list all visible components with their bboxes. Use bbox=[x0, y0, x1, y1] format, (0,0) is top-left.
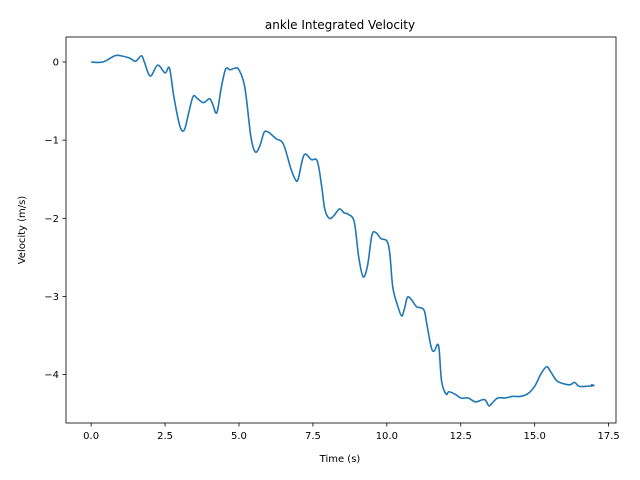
y-tick-label: −3 bbox=[44, 292, 59, 303]
y-tick-label: 0 bbox=[53, 58, 59, 69]
x-axis: 0.0 2.5 5.0 7.5 10.0 12.5 15.0 17.5 bbox=[83, 423, 620, 442]
x-tick-label: 0.0 bbox=[83, 431, 99, 442]
x-tick-label: 7.5 bbox=[305, 431, 321, 442]
x-tick-label: 5.0 bbox=[231, 431, 247, 442]
y-tick-label: −4 bbox=[44, 370, 59, 381]
y-axis: 0 −1 −2 −3 −4 bbox=[44, 58, 66, 381]
x-axis-label: Time (s) bbox=[319, 454, 361, 465]
x-tick-label: 12.5 bbox=[450, 431, 472, 442]
x-tick-label: 2.5 bbox=[157, 431, 173, 442]
x-tick-label: 15.0 bbox=[524, 431, 546, 442]
y-tick-label: −1 bbox=[44, 136, 59, 147]
y-axis-label: Velocity (m/s) bbox=[17, 196, 28, 265]
y-tick-label: −2 bbox=[44, 214, 59, 225]
velocity-series-line bbox=[91, 54, 595, 407]
x-tick-label: 10.0 bbox=[376, 431, 398, 442]
axes-frame bbox=[65, 36, 617, 424]
chart-title: ankle Integrated Velocity bbox=[265, 18, 415, 32]
plot-area bbox=[91, 54, 595, 407]
x-tick-label: 17.5 bbox=[597, 431, 619, 442]
